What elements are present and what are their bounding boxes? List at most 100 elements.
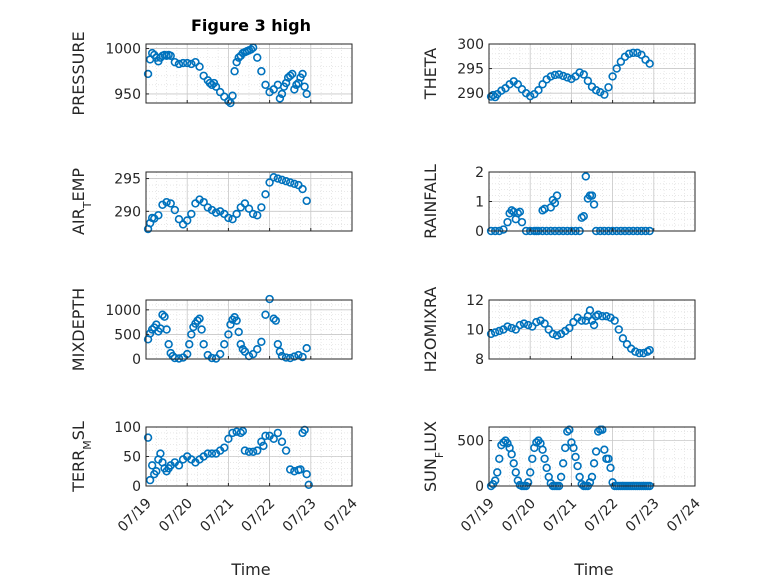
data-point — [199, 340, 208, 349]
axes-frame — [488, 43, 696, 104]
data-point — [248, 209, 258, 219]
data-point — [145, 475, 155, 485]
data-point — [253, 344, 262, 354]
data-point — [286, 178, 295, 187]
data-point — [637, 50, 646, 60]
y-tick-label: 100 — [114, 420, 141, 436]
data-point — [253, 53, 262, 62]
data-point — [240, 347, 250, 356]
data-point — [220, 92, 229, 101]
data-point — [528, 454, 537, 463]
data-point — [503, 439, 512, 448]
data-point — [552, 331, 562, 340]
data-point — [573, 461, 582, 471]
y-tick-label: 295 — [114, 172, 141, 188]
data-point — [271, 316, 280, 325]
data-point — [277, 437, 287, 446]
data-point — [292, 80, 301, 90]
data-point — [490, 476, 500, 485]
data-point — [486, 329, 496, 339]
data-point — [174, 461, 184, 470]
data-point — [589, 320, 599, 330]
data-point — [495, 326, 504, 336]
data-point — [296, 465, 305, 474]
data-point — [589, 200, 599, 209]
data-point — [298, 69, 307, 79]
data-point — [567, 74, 576, 84]
data-point — [556, 472, 566, 482]
data-point — [579, 70, 588, 79]
data-point — [525, 91, 535, 101]
data-point — [273, 174, 283, 183]
data-point — [575, 68, 584, 77]
data-point — [232, 209, 241, 219]
data-point — [513, 476, 523, 485]
subplot-5: 0 500 1000 MIXDEPTH — [69, 288, 353, 371]
data-point — [203, 449, 213, 458]
data-point — [152, 467, 161, 476]
y-tick-label: 0 — [475, 224, 484, 240]
data-point — [211, 82, 221, 91]
data-point — [507, 323, 516, 333]
data-point — [610, 316, 619, 325]
data-point — [579, 212, 588, 221]
y-tick-label: 295 — [457, 62, 484, 78]
data-point — [170, 205, 180, 215]
data-point — [273, 340, 283, 349]
data-point — [302, 470, 311, 479]
data-point — [495, 454, 504, 463]
data-point — [558, 459, 568, 468]
data-point — [534, 86, 543, 95]
axes-frame — [145, 299, 353, 360]
data-point — [628, 48, 638, 58]
data-point — [234, 53, 243, 62]
data-point — [147, 461, 157, 470]
data-point — [294, 350, 303, 360]
data-point — [602, 312, 611, 321]
data-point — [598, 425, 607, 434]
data-point — [587, 472, 597, 482]
data-point — [515, 320, 525, 330]
data-point — [244, 204, 254, 213]
data-point — [257, 337, 266, 346]
data-point — [298, 184, 307, 194]
data-point — [224, 96, 233, 106]
data-point — [244, 447, 254, 456]
data-point — [199, 71, 208, 80]
data-point — [577, 316, 586, 325]
data-point — [614, 325, 623, 334]
data-point — [277, 89, 287, 99]
data-point — [269, 434, 278, 443]
data-point — [143, 69, 153, 79]
y-tick-label: 10 — [466, 323, 484, 339]
data-point — [193, 316, 202, 325]
data-point — [587, 316, 597, 325]
data-point — [195, 314, 204, 323]
data-point — [259, 441, 268, 451]
data-point — [525, 468, 535, 477]
data-point — [511, 325, 520, 334]
data-point — [587, 191, 597, 200]
data-point — [160, 312, 169, 321]
data-point — [517, 217, 527, 227]
y-tick-label: 50 — [123, 450, 141, 466]
data-point — [253, 211, 262, 220]
data-point — [544, 325, 553, 334]
data-point — [195, 62, 204, 71]
data-point — [575, 472, 584, 482]
data-point — [583, 76, 593, 86]
data-point — [238, 426, 248, 436]
data-point — [290, 352, 299, 361]
data-point — [548, 329, 558, 339]
data-point — [265, 294, 274, 304]
data-point — [281, 446, 291, 455]
data-point — [493, 468, 502, 477]
data-point — [215, 349, 225, 359]
data-point — [550, 70, 560, 80]
axes-frame — [145, 43, 353, 104]
data-point — [207, 449, 217, 458]
data-point — [569, 317, 578, 327]
data-point — [540, 319, 549, 328]
data-point — [546, 203, 555, 212]
